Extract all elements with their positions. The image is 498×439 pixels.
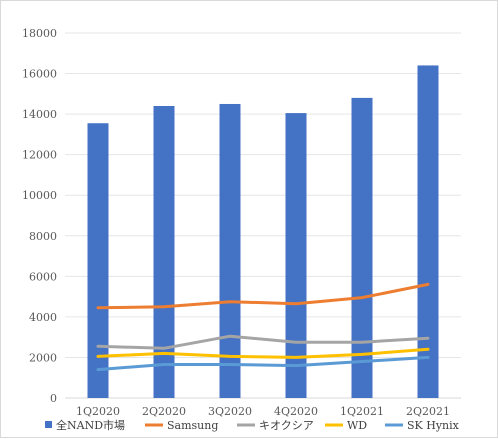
legend-label: 全NAND市場 (56, 418, 125, 432)
bar-2Q2020 (153, 106, 175, 398)
x-tick-label: 1Q2020 (76, 405, 120, 418)
y-tick-label: 12000 (22, 149, 57, 162)
bar-series (87, 65, 439, 398)
y-tick-label: 16000 (22, 68, 57, 81)
x-tick-label: 2Q2020 (142, 405, 186, 418)
x-tick-label: 1Q2021 (340, 405, 384, 418)
line-series-3 (96, 347, 430, 359)
bar-1Q2020 (87, 123, 109, 398)
x-tick-label: 2Q2021 (406, 405, 450, 418)
y-tick-label: 6000 (29, 270, 57, 283)
bar-4Q2020 (285, 113, 307, 398)
y-tick-label: 4000 (29, 311, 57, 324)
x-axis-tick-labels: 1Q2020 2Q2020 3Q2020 4Q2020 1Q2021 2Q2021 (76, 405, 450, 418)
line-series-4 (96, 355, 430, 372)
legend-swatch (45, 421, 52, 428)
line-series-1 (96, 282, 430, 310)
legend-label: SK Hynix (407, 419, 460, 432)
legend-label: Samsung (167, 419, 218, 432)
legend-label: キオクシア (259, 419, 314, 432)
y-tick-label: 14000 (22, 108, 57, 121)
y-tick-label: 18000 (22, 27, 57, 40)
y-tick-label: 8000 (29, 230, 57, 243)
y-tick-label: 10000 (22, 189, 57, 202)
line-series-2 (96, 334, 430, 350)
x-tick-label: 4Q2020 (274, 405, 318, 418)
legend-label: WD (347, 419, 367, 432)
y-tick-label: 2000 (29, 351, 57, 364)
x-tick-label: 3Q2020 (208, 405, 252, 418)
y-axis-tick-labels: 0 2000 4000 6000 8000 10000 12000 14000 16000 180… (22, 27, 57, 405)
y-tick-label: 0 (50, 392, 57, 405)
bar-1Q2021 (351, 97, 373, 398)
gridlines (65, 32, 461, 399)
bar-3Q2020 (219, 103, 241, 398)
bar-2Q2021 (417, 65, 439, 398)
line-series (96, 282, 430, 372)
legend: 全NAND市場 Samsung キオクシア WD SK Hynix (45, 418, 460, 432)
